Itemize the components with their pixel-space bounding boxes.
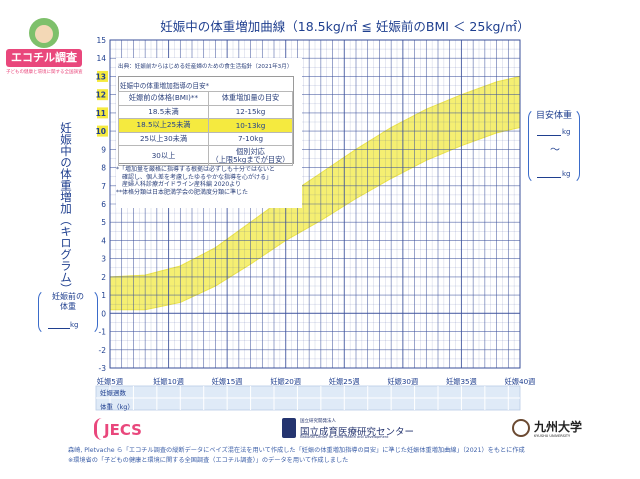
ncchd-mark-icon bbox=[282, 418, 296, 438]
x-tick-label: 妊娠30週 bbox=[387, 377, 418, 386]
guide-note-line: **体格分類は日本肥満学会の肥満度分類に準じた bbox=[116, 188, 249, 196]
guide-notes: *「増加量を厳格に指導する根拠は必ずしも十分ではないと 確認し、個人差を考慮した… bbox=[116, 166, 366, 196]
x-tick-label: 妊娠25週 bbox=[329, 377, 360, 386]
y-tick-label: 1 bbox=[101, 291, 106, 300]
guide-cell-gain: 7-10kg bbox=[208, 131, 293, 146]
guide-table-row: 25以上30未満 7-10kg bbox=[118, 131, 293, 146]
x-tick-label: 妊娠35週 bbox=[446, 377, 477, 386]
logo-tagline: 子どもの健康と環境に関する全国調査 bbox=[6, 70, 83, 75]
pre-weight-label-line2: 体重 bbox=[60, 302, 76, 311]
x-tick-label: 妊娠10週 bbox=[153, 377, 184, 386]
source-citation: 出典：妊娠前からはじめる妊産婦のための食生活指針（2021年3月） bbox=[118, 64, 293, 70]
x-tick-label: 妊娠5週 bbox=[97, 377, 123, 386]
guide-table: 妊娠前の体格(BMI)** 体重増加量の目安 18.5未満 12-15kg 18… bbox=[118, 91, 293, 166]
pre-weight-label-line1: 妊娠前の bbox=[52, 292, 84, 301]
guide-table-container: 妊娠前の体格(BMI)** 体重増加量の目安 18.5未満 12-15kg 18… bbox=[118, 91, 293, 166]
jecs-logo: JECS bbox=[94, 416, 154, 442]
jecs-logo-text: JECS bbox=[104, 421, 142, 439]
guide-header-gain: 体重増加量の目安 bbox=[208, 91, 293, 106]
guide-table-row-highlight: 18.5以上25未満 10-13kg bbox=[118, 118, 293, 133]
guide-table-row: 30以上 個別対応 （上限5kgまでが目安） bbox=[118, 145, 293, 166]
y-tick-label: 4 bbox=[101, 236, 106, 245]
kyushu-logo: 九州大学 KYUSHU UNIVERSITY bbox=[512, 418, 608, 442]
target-weight-min-line[interactable] bbox=[537, 135, 561, 136]
x-tick-label: 妊娠20週 bbox=[270, 377, 301, 386]
guide-cell-bmi: 18.5以上25未満 bbox=[118, 118, 209, 133]
x-tick-label: 妊娠40週 bbox=[505, 377, 536, 386]
guide-title: 妊娠中の体重増加指導の目安* bbox=[120, 82, 210, 90]
target-weight-max-line[interactable] bbox=[537, 177, 561, 178]
y-tick-label: -1 bbox=[99, 328, 107, 337]
target-weight-unit-max: kg bbox=[562, 170, 571, 178]
y-tick-label: 7 bbox=[101, 182, 106, 191]
record-table: 妊娠週数 体重（kg） bbox=[96, 378, 564, 411]
guide-cell-bmi: 25以上30未満 bbox=[118, 131, 209, 146]
guide-cell-gain: 個別対応 （上限5kgまでが目安） bbox=[208, 145, 293, 166]
ncchd-logo-small: 国立研究開発法人 bbox=[300, 419, 336, 424]
y-tick-label: 8 bbox=[101, 164, 106, 173]
kyushu-mark-icon bbox=[512, 419, 530, 437]
guide-cell-bmi: 18.5未満 bbox=[118, 104, 209, 119]
y-tick-label: 0 bbox=[101, 309, 106, 318]
y-tick-label: 5 bbox=[101, 218, 106, 227]
target-weight-separator: 〜 bbox=[550, 145, 560, 156]
pre-pregnancy-weight-label: 妊娠前の 体重 bbox=[38, 292, 98, 312]
guide-cell-gain: 10-13kg bbox=[208, 118, 293, 133]
jecs-mark-icon bbox=[94, 418, 108, 440]
pre-weight-unit: kg bbox=[70, 321, 79, 329]
y-tick-label: 14 bbox=[96, 54, 106, 63]
y-tick-label: 6 bbox=[101, 200, 106, 209]
target-weight-label: 目安体重 bbox=[535, 111, 572, 121]
y-tick-label: 15 bbox=[96, 36, 106, 45]
chart-title: 妊娠中の体重増加曲線（18.5kg/㎡ ≦ 妊娠前のBMI ＜ 25kg/㎡） bbox=[160, 19, 530, 34]
kyushu-logo-main: 九州大学 bbox=[534, 420, 583, 434]
pre-pregnancy-weight-box bbox=[38, 289, 98, 335]
guide-cell-gain: 12-15kg bbox=[208, 104, 293, 119]
x-tick-label: 妊娠15週 bbox=[212, 377, 243, 386]
y-tick-label: 13 bbox=[96, 72, 106, 81]
y-tick-highlight bbox=[97, 70, 108, 82]
guide-table-row: 18.5未満 12-15kg bbox=[118, 104, 293, 119]
record-row-label-weeks: 妊娠週数 bbox=[100, 389, 126, 397]
ncchd-logo-eng: National Center for Child Health and Dev… bbox=[300, 435, 389, 439]
y-tick-label: 2 bbox=[101, 273, 106, 282]
y-tick-label: 11 bbox=[96, 109, 106, 118]
guide-note-line: 確認し、個人差を考慮したゆるやかな指導を心がける」 bbox=[116, 173, 273, 181]
y-tick-label: 12 bbox=[96, 91, 106, 100]
footnote-line: 森崎, Pletvache ら「エコチル調査の縦断データにベイズ混在法を用いて作… bbox=[68, 447, 525, 454]
target-weight-unit-min: kg bbox=[562, 128, 571, 136]
y-tick-highlight bbox=[97, 125, 108, 137]
y-tick-label: 9 bbox=[101, 145, 106, 154]
guide-cell-bmi: 30以上 bbox=[118, 145, 209, 166]
y-tick-label: -3 bbox=[99, 364, 107, 373]
pre-weight-input-line[interactable] bbox=[48, 328, 70, 329]
guide-table-header-row: 妊娠前の体格(BMI)** 体重増加量の目安 bbox=[118, 91, 293, 106]
logo-name: エコチル調査 bbox=[6, 49, 82, 67]
kyushu-logo-eng: KYUSHU UNIVERSITY bbox=[534, 434, 571, 438]
record-row-label-weight: 体重（kg） bbox=[100, 403, 134, 411]
ecochil-logo: エコチル調査 子どもの健康と環境に関する全国調査 bbox=[6, 18, 83, 82]
y-tick-highlight bbox=[97, 89, 108, 101]
guide-note-line: 産婦人科診療ガイドライン産科編 2020より bbox=[116, 181, 242, 189]
ncchd-logo: 国立研究開発法人 国立成育医療研究センター National Center fo… bbox=[282, 418, 422, 440]
plot-frame bbox=[109, 39, 521, 369]
y-tick-label: -2 bbox=[99, 346, 107, 355]
footnote: 森崎, Pletvache ら「エコチル調査の縦断データにベイズ混在法を用いて作… bbox=[68, 446, 628, 466]
target-weight-box bbox=[528, 108, 580, 184]
y-tick-label: 10 bbox=[96, 127, 106, 136]
y-tick-highlight bbox=[97, 107, 108, 119]
guide-header-bmi: 妊娠前の体格(BMI)** bbox=[118, 91, 209, 106]
guide-note-line: *「増加量を厳格に指導する根拠は必ずしも十分ではないと bbox=[116, 166, 276, 173]
y-axis-label: 妊娠中の体重増加（キログラム） bbox=[59, 122, 73, 295]
logo-face-icon bbox=[35, 25, 53, 43]
footnote-line: ※環境省の「子どもの健康と環境に関する全国調査（エコチル調査）」のデータを用いて… bbox=[68, 457, 349, 464]
ncchd-logo-main: 国立成育医療研究センター bbox=[300, 427, 415, 438]
y-tick-label: 3 bbox=[101, 255, 106, 264]
